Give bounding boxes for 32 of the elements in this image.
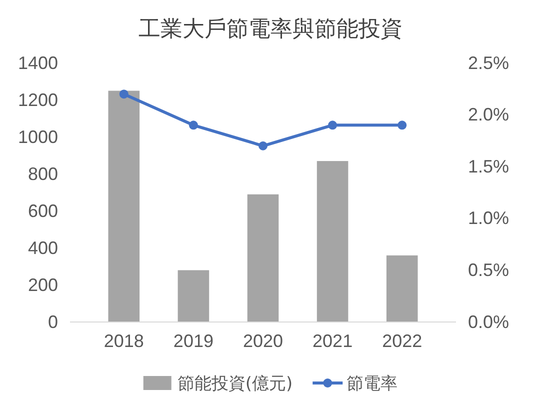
x-tick-label: 2020 [242,330,284,351]
y-tick-label: 1200 [18,90,58,110]
y-tick-label: 200 [28,274,58,295]
y2-tick-label: 2.0% [468,104,510,125]
y-tick-label: 600 [28,200,58,221]
point [328,120,338,130]
chart-title: 工業大戶節電率與節能投資 [138,17,402,42]
bar [386,255,418,322]
legend-label: 節能投資(億元) [177,374,293,394]
point [188,120,198,130]
bar [108,90,140,322]
point [398,120,407,130]
legend-label: 節電率 [346,374,398,394]
y2-tick-label: 1.0% [468,208,510,228]
y-tick-label: 800 [28,164,58,184]
x-tick-label: 2018 [104,330,144,351]
y-tick-label: 0 [48,312,58,332]
bar [178,270,210,322]
x-tick-label: 2022 [382,330,422,351]
bar [316,161,348,322]
y-tick-label: 400 [28,238,58,258]
bar [247,194,279,322]
y2-tick-label: 1.5% [468,156,510,176]
y2-tick-label: 0.5% [468,260,510,280]
point [258,141,268,150]
y2-tick-label: 2.5% [468,52,510,73]
x-tick-label: 2021 [312,330,353,351]
y2-tick-label: 0.0% [468,312,510,332]
x-tick-label: 2019 [173,330,214,351]
y-tick-label: 1400 [18,52,58,73]
point [119,90,128,99]
y-tick-label: 1000 [18,126,58,147]
